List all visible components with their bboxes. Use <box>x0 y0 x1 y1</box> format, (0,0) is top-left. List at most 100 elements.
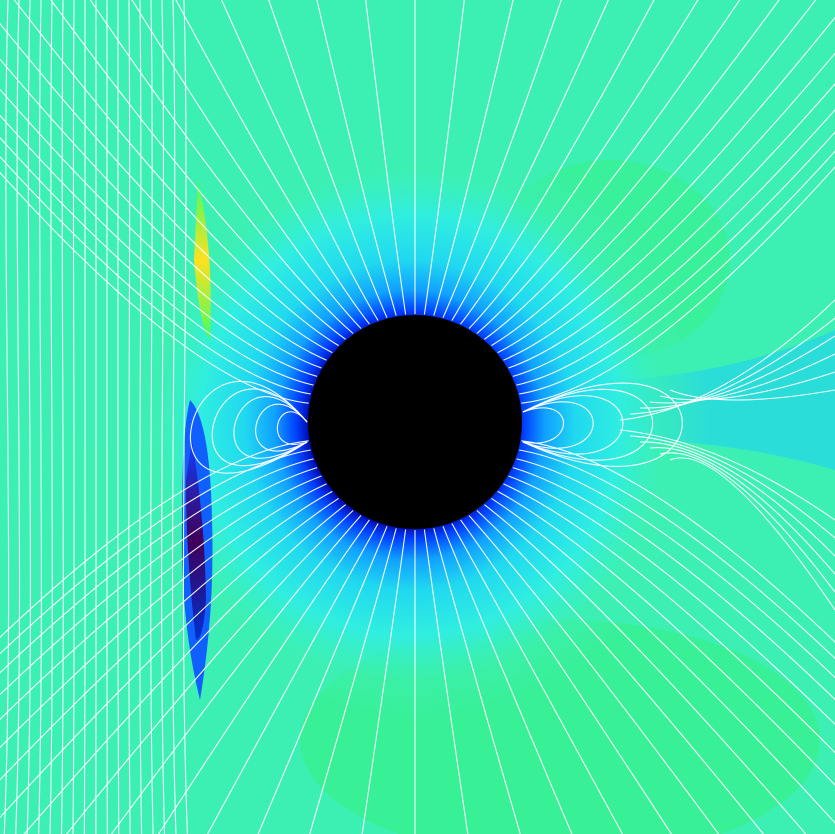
streamline <box>255 403 308 452</box>
streamline <box>60 0 64 834</box>
streamline <box>649 353 835 404</box>
streamline <box>0 88 322 369</box>
streamline <box>659 371 835 401</box>
streamline <box>0 497 339 819</box>
streamline <box>460 519 673 834</box>
streamline <box>0 458 314 674</box>
streamline <box>669 457 835 611</box>
streamline <box>669 389 835 401</box>
streamline <box>497 490 835 786</box>
streamline <box>26 0 31 834</box>
streamline <box>468 515 720 834</box>
streamline <box>361 529 407 834</box>
streamline <box>0 475 322 721</box>
streamline <box>0 136 314 386</box>
streamline <box>460 0 655 325</box>
streamline <box>0 490 333 781</box>
streamline <box>161 0 166 834</box>
streamline <box>182 0 188 834</box>
streamline <box>3 0 10 834</box>
streamline <box>519 150 835 395</box>
streamline <box>484 504 807 834</box>
streamline <box>519 449 835 660</box>
shock-core <box>186 440 206 640</box>
streamline <box>522 401 594 449</box>
streamline <box>521 166 835 404</box>
streamline <box>13 0 339 347</box>
streamline <box>522 388 654 461</box>
streamline <box>629 317 835 415</box>
streamline <box>157 519 370 834</box>
streamline <box>0 483 327 749</box>
body <box>308 315 522 529</box>
streamline <box>0 114 318 377</box>
streamline <box>476 0 741 334</box>
streamline <box>365 0 407 315</box>
streamline <box>497 16 835 354</box>
streamline <box>451 523 624 834</box>
streamline <box>0 22 333 354</box>
streamline <box>659 452 835 593</box>
streamline <box>423 0 465 315</box>
streamline <box>442 526 573 834</box>
streamline <box>433 0 514 316</box>
streamline <box>433 528 521 834</box>
streamline <box>49 0 53 834</box>
streamline <box>619 429 835 521</box>
streamline <box>175 0 370 325</box>
streamline <box>508 82 835 369</box>
streamline <box>639 441 835 557</box>
streamline <box>619 299 835 421</box>
streamline <box>508 475 835 725</box>
streamline <box>171 0 177 834</box>
streamline <box>484 0 780 340</box>
streamline <box>451 0 609 321</box>
streamline <box>512 109 835 377</box>
streamline <box>211 388 308 467</box>
streamline <box>139 0 143 834</box>
streamline <box>629 435 835 539</box>
streamline <box>110 515 362 834</box>
streamline <box>0 440 309 639</box>
streamline <box>503 483 835 754</box>
streamline <box>72 0 75 834</box>
streamline <box>128 0 131 834</box>
streamline <box>233 396 308 459</box>
streamline <box>117 0 120 834</box>
streamline <box>257 526 388 834</box>
streamline <box>0 467 318 696</box>
streamline <box>442 0 562 318</box>
streamline <box>131 0 362 329</box>
streamline <box>189 380 308 474</box>
streamline <box>316 0 397 316</box>
streamline <box>0 449 311 655</box>
streamline <box>0 171 309 404</box>
streamline <box>89 0 354 334</box>
streamline <box>649 447 835 575</box>
streamline <box>639 335 835 409</box>
streamline <box>468 0 699 329</box>
streamline <box>0 58 327 361</box>
streamline <box>23 504 346 834</box>
streamline <box>150 0 154 834</box>
streamline <box>268 0 388 318</box>
streamline <box>491 497 835 824</box>
streamline <box>423 529 469 834</box>
streamline <box>206 523 379 834</box>
streamline <box>516 458 835 679</box>
streamline <box>309 528 397 834</box>
streamline <box>516 131 835 386</box>
streamline <box>276 411 308 445</box>
streamline <box>50 0 346 340</box>
streamline <box>476 510 765 834</box>
streamline <box>83 0 86 834</box>
streamline <box>522 395 624 455</box>
streamline <box>491 0 817 347</box>
streamline <box>65 510 354 834</box>
streamline <box>522 407 565 444</box>
streamline <box>221 0 379 321</box>
streamline <box>512 467 835 701</box>
